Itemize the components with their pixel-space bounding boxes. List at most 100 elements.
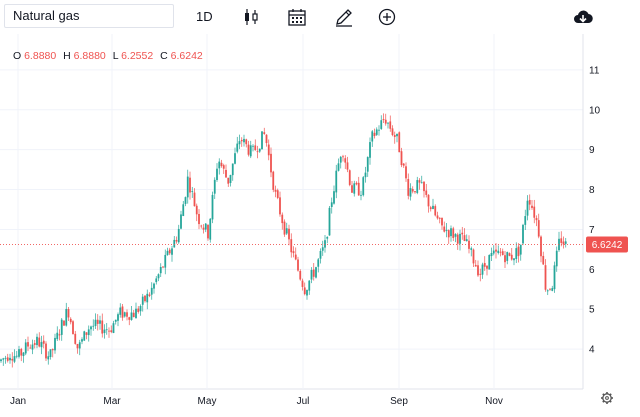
- candle-body: [420, 182, 423, 184]
- candle-body: [436, 215, 439, 219]
- candle-body: [564, 241, 567, 244]
- candle-body: [198, 213, 200, 225]
- candle-body: [33, 343, 36, 345]
- cloud-download-icon[interactable]: [572, 6, 594, 28]
- candlestick-icon[interactable]: [240, 6, 262, 28]
- candle-body: [29, 347, 32, 349]
- candle-body: [200, 225, 203, 227]
- candle-body: [67, 308, 70, 318]
- candle-body: [153, 283, 155, 289]
- candle-body: [103, 329, 106, 334]
- candle-body: [261, 131, 263, 150]
- candle-body: [506, 252, 509, 261]
- candles: [0, 113, 567, 368]
- candle-body: [414, 191, 416, 193]
- candle-body: [441, 217, 443, 226]
- candle-body: [177, 228, 180, 243]
- candle-body: [18, 349, 20, 357]
- candle-body: [396, 133, 398, 137]
- candle-body: [90, 326, 92, 330]
- candle-body: [202, 227, 205, 230]
- candle-body: [562, 241, 565, 245]
- candle-body: [249, 145, 252, 157]
- x-tick-label: Mar: [103, 396, 121, 407]
- candle-body: [121, 306, 124, 318]
- candle-body: [283, 221, 286, 235]
- candle-body: [101, 320, 104, 334]
- x-tick-label: Jul: [297, 396, 310, 407]
- x-axis-labels: Jan Mar May Jul Sep Nov: [10, 396, 503, 407]
- candle-body: [225, 169, 227, 178]
- candle-body: [267, 144, 270, 156]
- candle-body: [456, 234, 459, 244]
- candle-body: [40, 342, 43, 348]
- candle-body: [0, 359, 2, 362]
- candle-body: [324, 240, 326, 248]
- candle-body: [229, 174, 232, 183]
- candle-body: [438, 217, 441, 219]
- y-tick-label: 6: [589, 265, 595, 276]
- interval-button[interactable]: 1D: [196, 9, 213, 24]
- y-tick-label: 11: [589, 65, 600, 76]
- candle-body: [168, 249, 171, 254]
- candle-body: [81, 339, 83, 342]
- candle-body: [42, 340, 45, 344]
- candle-body: [357, 182, 360, 196]
- candle-body: [344, 158, 347, 163]
- candle-body: [148, 294, 151, 296]
- candle-body: [285, 228, 288, 234]
- candle-body: [560, 238, 563, 243]
- candle-body: [303, 287, 306, 295]
- candle-body: [398, 132, 401, 153]
- candle-body: [423, 181, 425, 192]
- candle-body: [60, 319, 63, 335]
- candle-body: [510, 254, 513, 260]
- candle-body: [49, 349, 52, 357]
- candle-body: [427, 194, 430, 207]
- candle-body: [252, 145, 254, 147]
- y-tick-label: 4: [589, 345, 595, 356]
- candle-body: [31, 344, 34, 350]
- candle-body: [92, 325, 95, 327]
- candle-body: [531, 205, 533, 208]
- candle-body: [6, 357, 9, 361]
- candle-body: [162, 266, 164, 268]
- candle-body: [236, 143, 239, 152]
- candle-body: [24, 342, 27, 354]
- candle-body: [243, 138, 245, 143]
- candle-body: [342, 156, 344, 158]
- candle-body: [274, 189, 277, 192]
- candle-body: [483, 262, 486, 267]
- candle-body: [445, 229, 448, 231]
- candle-body: [180, 214, 182, 229]
- candle-body: [157, 274, 160, 279]
- x-tick-label: Nov: [485, 396, 503, 407]
- candle-body: [391, 128, 394, 135]
- pencil-icon[interactable]: [333, 6, 355, 28]
- candle-body: [319, 250, 322, 259]
- candle-body: [36, 336, 38, 346]
- candle-body: [546, 290, 549, 292]
- candle-body: [63, 320, 65, 326]
- candle-body: [407, 179, 410, 196]
- candle-body: [310, 269, 313, 280]
- y-tick-label: 10: [589, 105, 601, 116]
- candle-body: [150, 287, 153, 295]
- y-axis-labels: 4 5 6 7 8 9 10 11: [589, 65, 601, 355]
- candle-body: [553, 265, 556, 290]
- calendar-icon[interactable]: [286, 6, 308, 28]
- candle-body: [508, 253, 511, 256]
- candle-body: [85, 332, 88, 335]
- high-label: H: [63, 50, 71, 62]
- candle-body: [128, 317, 131, 320]
- candle-body: [333, 191, 335, 204]
- symbol-search-input[interactable]: Natural gas: [4, 4, 174, 28]
- candle-body: [108, 330, 110, 332]
- candle-body: [123, 312, 126, 317]
- candle-body: [470, 248, 473, 250]
- candle-body: [364, 172, 367, 178]
- add-circle-icon[interactable]: [376, 6, 398, 28]
- settings-icon[interactable]: [601, 392, 613, 404]
- candle-body: [189, 177, 191, 193]
